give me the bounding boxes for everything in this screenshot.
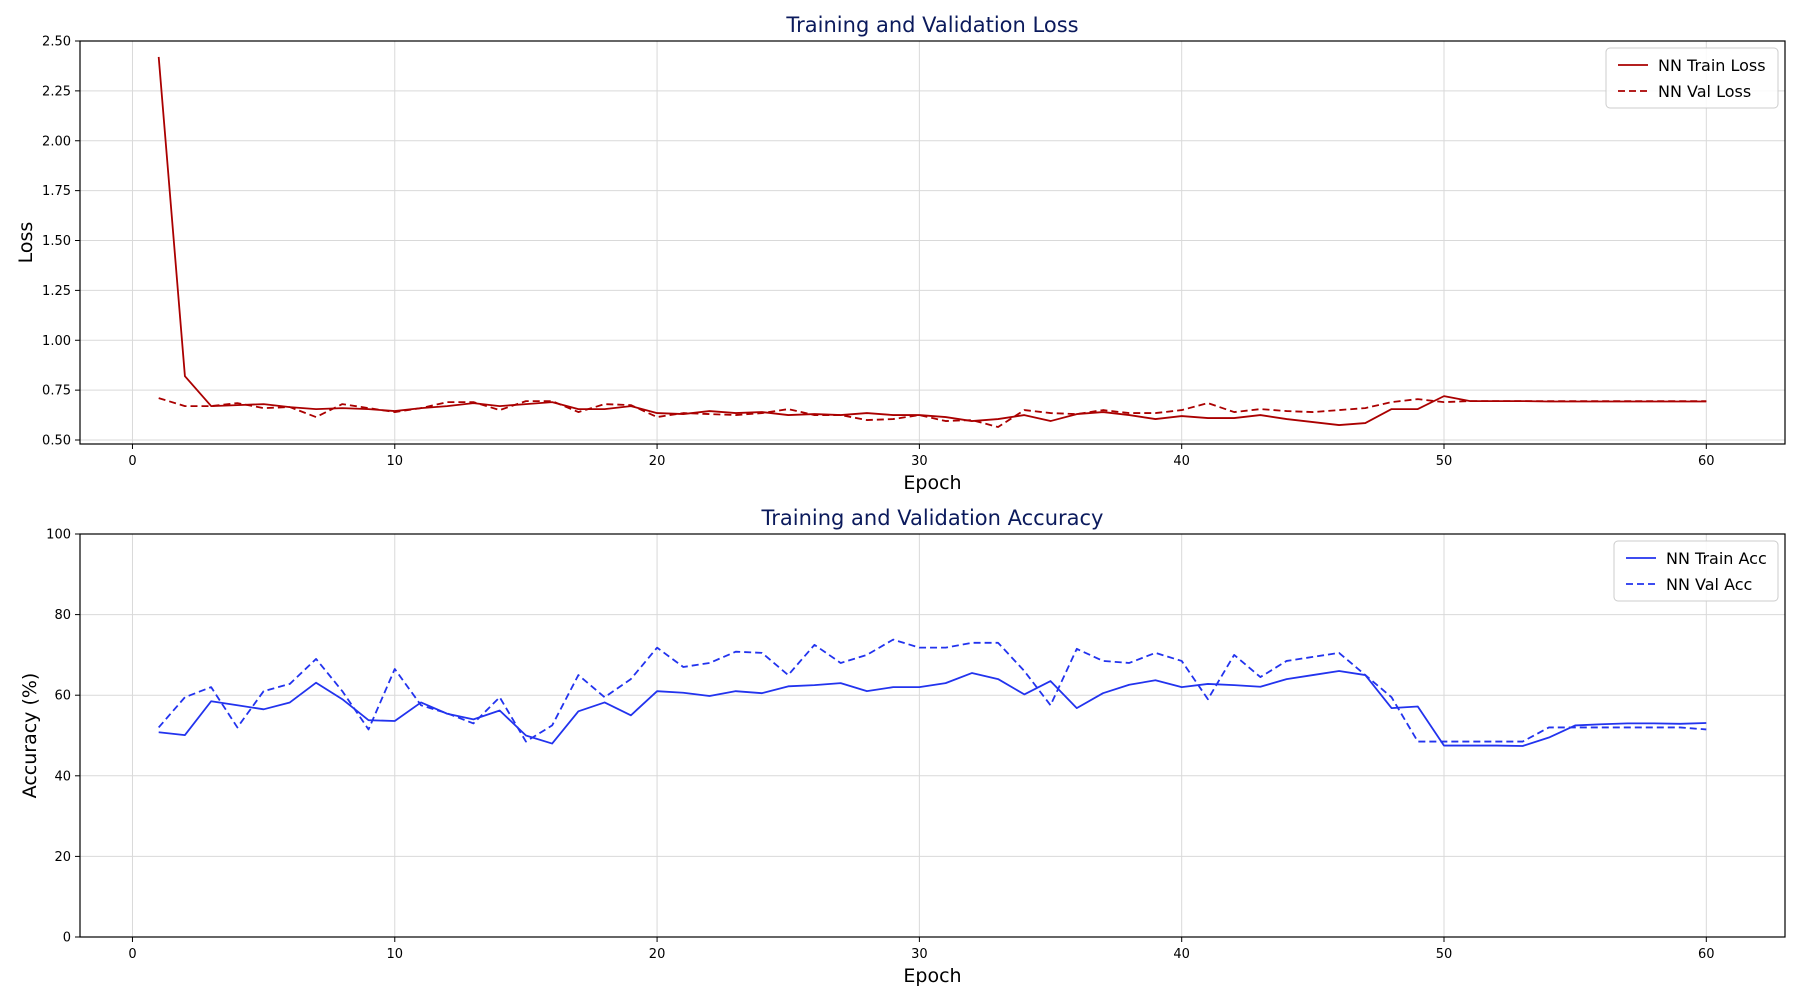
y-tick-label: 0.50 bbox=[42, 434, 71, 449]
y-tick-label: 80 bbox=[54, 608, 71, 623]
chart-title: Training and Validation Accuracy bbox=[761, 506, 1104, 530]
x-tick-label: 10 bbox=[386, 947, 403, 962]
loss-chart: 0 10 20 30 40 50 60 0.50 0.75 1.00 1.25 1.50 1.75 2.0… bbox=[15, 13, 1786, 494]
grid bbox=[80, 533, 1785, 938]
y-tick-label: 1.25 bbox=[42, 284, 71, 299]
plot-frame bbox=[79, 533, 1786, 938]
y-tick-label: 60 bbox=[54, 689, 71, 704]
grid bbox=[80, 40, 1785, 444]
legend-label: NN Train Loss bbox=[1658, 56, 1766, 75]
x-tick-label: 0 bbox=[128, 947, 136, 962]
y-tick-label: 2.50 bbox=[42, 35, 71, 50]
x-axis: 0 10 20 30 40 50 60 bbox=[128, 937, 1715, 962]
y-tick-label: 0.75 bbox=[42, 384, 71, 399]
x-axis-label: Epoch bbox=[903, 965, 961, 987]
x-tick-label: 50 bbox=[1436, 947, 1453, 962]
series-line-nn-val-acc bbox=[158, 638, 1707, 743]
legend-box bbox=[1605, 47, 1779, 109]
x-tick-label: 20 bbox=[649, 454, 666, 469]
series-line-nn-train-loss bbox=[157, 56, 1707, 426]
series-line-nn-val-loss bbox=[158, 397, 1707, 428]
legend-box bbox=[1613, 540, 1779, 602]
y-tick-label: 100 bbox=[46, 528, 71, 543]
series-line-nn-train-acc bbox=[158, 670, 1707, 747]
x-axis-label: Epoch bbox=[903, 472, 961, 494]
y-axis-label: Accuracy (%) bbox=[19, 673, 41, 799]
series-group bbox=[158, 638, 1707, 747]
x-tick-label: 30 bbox=[911, 947, 928, 962]
legend-label: NN Val Loss bbox=[1658, 82, 1751, 101]
y-axis-label: Loss bbox=[15, 222, 37, 264]
y-axis: 0.50 0.75 1.00 1.25 1.50 1.75 2.00 2.25 2.50 bbox=[42, 35, 80, 449]
x-tick-label: 40 bbox=[1173, 947, 1190, 962]
legend-label: NN Val Acc bbox=[1666, 575, 1752, 594]
y-tick-label: 20 bbox=[54, 850, 71, 865]
x-tick-label: 40 bbox=[1173, 454, 1190, 469]
y-tick-label: 40 bbox=[54, 769, 71, 784]
y-axis: 0 20 40 60 80 100 bbox=[46, 528, 80, 946]
series-group bbox=[157, 56, 1707, 428]
accuracy-chart: 0 10 20 30 40 50 60 0 20 40 60 80 100 Training and Va… bbox=[19, 506, 1786, 987]
x-tick-label: 0 bbox=[128, 454, 136, 469]
legend: NN Train Loss NN Val Loss bbox=[1605, 47, 1779, 109]
x-axis: 0 10 20 30 40 50 60 bbox=[128, 444, 1715, 469]
y-tick-label: 2.00 bbox=[42, 134, 71, 149]
x-tick-label: 60 bbox=[1698, 454, 1715, 469]
legend: NN Train Acc NN Val Acc bbox=[1613, 540, 1779, 602]
x-tick-label: 50 bbox=[1436, 454, 1453, 469]
x-tick-label: 30 bbox=[911, 454, 928, 469]
y-tick-label: 0 bbox=[63, 931, 71, 946]
y-tick-label: 1.75 bbox=[42, 184, 71, 199]
y-tick-label: 1.50 bbox=[42, 234, 71, 249]
chart-title: Training and Validation Loss bbox=[785, 13, 1078, 37]
y-tick-label: 1.00 bbox=[42, 334, 71, 349]
y-tick-label: 2.25 bbox=[42, 84, 71, 99]
x-tick-label: 60 bbox=[1698, 947, 1715, 962]
x-tick-label: 10 bbox=[386, 454, 403, 469]
x-tick-label: 20 bbox=[649, 947, 666, 962]
plot-frame bbox=[79, 40, 1786, 445]
legend-label: NN Train Acc bbox=[1666, 549, 1767, 568]
